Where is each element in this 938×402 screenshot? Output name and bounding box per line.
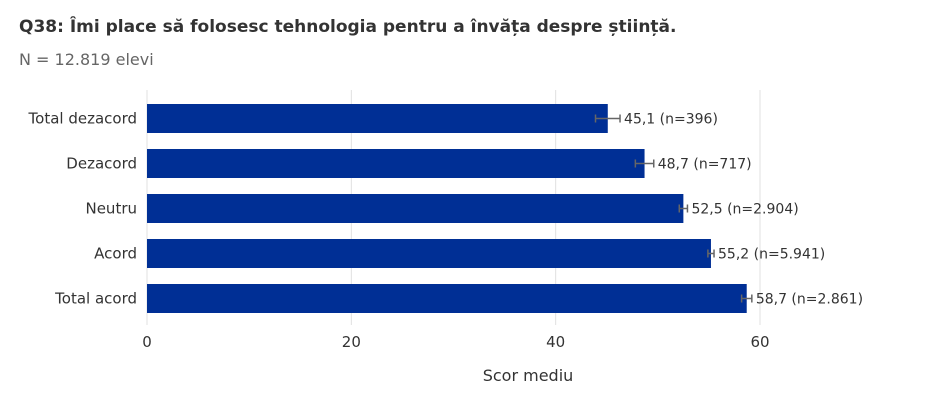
- x-tick-label: 0: [142, 333, 152, 351]
- chart-title: Q38: Îmi place să folosesc tehnologia pe…: [19, 17, 677, 37]
- category-label: Neutru: [85, 200, 137, 218]
- data-label: 55,2 (n=5.941): [718, 247, 825, 263]
- chart-subtitle: N = 12.819 elevi: [19, 50, 154, 69]
- category-label: Total dezacord: [28, 110, 137, 128]
- bar: [147, 104, 608, 133]
- category-label: Dezacord: [66, 155, 137, 173]
- bar: [147, 149, 645, 178]
- x-tick-label: 60: [750, 333, 769, 351]
- data-label: 52,5 (n=2.904): [691, 202, 798, 218]
- x-axis-title: Scor mediu: [483, 366, 574, 385]
- bar: [147, 284, 747, 313]
- bar: [147, 239, 711, 268]
- bar: [147, 194, 684, 223]
- category-label: Total acord: [54, 290, 137, 308]
- category-label: Acord: [94, 245, 137, 263]
- x-tick-label: 40: [546, 333, 565, 351]
- x-tick-label: 20: [342, 333, 361, 351]
- data-label: 58,7 (n=2.861): [756, 292, 863, 308]
- data-label: 45,1 (n=396): [624, 112, 718, 128]
- data-label: 48,7 (n=717): [658, 157, 752, 173]
